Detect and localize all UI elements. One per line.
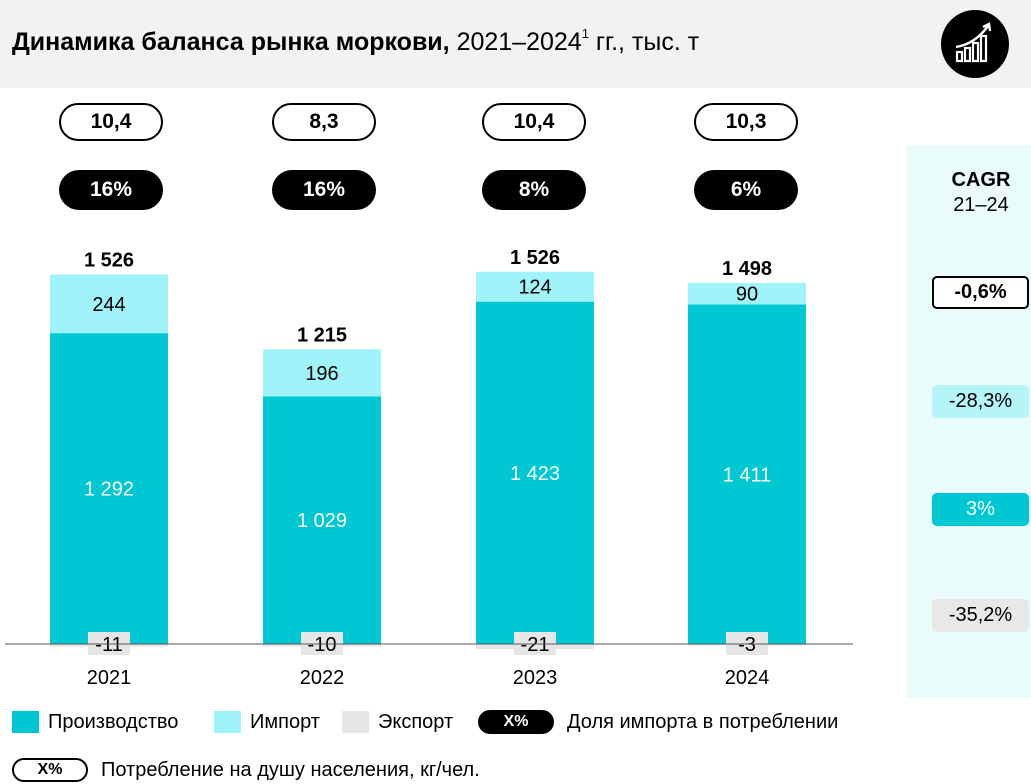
page-title: Динамика баланса рынка моркови, 2021–202… [12, 26, 700, 57]
label-total-2024: 1 498 [722, 258, 772, 280]
label-production-2021: 1 292 [84, 479, 134, 501]
title-footnote: 1 [581, 26, 589, 41]
legend-label-share: Доля импорта в потреблении [567, 711, 839, 733]
label-import-2021: 244 [92, 294, 125, 316]
title-years: 2021–2024 [449, 28, 582, 56]
label-total-2021: 1 526 [84, 249, 134, 271]
label-production-2022: 1 029 [297, 510, 347, 532]
legend-label-production: Производство [48, 711, 179, 733]
bar-import-2024 [688, 282, 806, 305]
x-tick-2023: 2023 [513, 667, 558, 689]
legend-share-pill: X% [478, 710, 554, 734]
title-bold: Динамика баланса рынка моркови, [12, 28, 450, 56]
legend-label-export: Экспорт [378, 711, 454, 733]
cagr-period: 21–24 [953, 194, 1009, 216]
legend-label-import: Импорт [250, 711, 320, 733]
import-share-pill-2023: 8% [482, 170, 586, 210]
label-import-2022: 196 [305, 363, 338, 385]
legend-swatch-production [12, 711, 39, 733]
consumption-pill-2023: 10,4 [482, 103, 586, 141]
cagr-consumption: -0,6% [932, 276, 1029, 309]
cagr-title: CAGR [951, 169, 1011, 191]
legend-swatch-import [214, 711, 241, 733]
stacked-bar-chart: 1 292 244 1 526 -11 2021 1 029 196 1 215 -10 2022… [5, 247, 853, 689]
consumption-pill-2021: 10,4 [59, 103, 163, 141]
x-tick-2024: 2024 [725, 667, 770, 689]
bar-production-2022 [263, 396, 381, 644]
import-share-pill-2022: 16% [272, 170, 376, 210]
cagr-import: -28,3% [932, 385, 1029, 418]
label-export-2023: -21 [521, 634, 550, 656]
cagr-production: 3% [932, 493, 1029, 526]
consumption-pill-2024: 10,3 [694, 103, 798, 141]
legend-cons-pill: X% [12, 758, 88, 782]
bar-import-2022 [263, 349, 381, 397]
growth-chart-icon [941, 10, 1009, 78]
x-tick-2022: 2022 [300, 667, 345, 689]
consumption-pill-2022: 8,3 [272, 103, 376, 141]
label-export-2024: -3 [738, 634, 756, 656]
label-export-2022: -10 [308, 634, 337, 656]
import-share-pill-2021: 16% [59, 170, 163, 210]
label-import-2023: 124 [518, 277, 551, 299]
cagr-heading: CAGR 21–24 [906, 168, 1031, 218]
bar-production-2024 [688, 304, 806, 644]
label-total-2023: 1 526 [510, 247, 560, 269]
legend-label-cons: Потребление на душу населения, кг/чел. [101, 759, 480, 781]
bar-production-2021 [50, 333, 168, 644]
bar-import-2021 [50, 274, 168, 334]
label-production-2023: 1 423 [510, 463, 560, 485]
title-units: гг., тыс. т [588, 28, 700, 56]
legend-swatch-export [342, 711, 369, 733]
label-total-2022: 1 215 [297, 324, 347, 346]
bar-production-2023 [476, 301, 594, 644]
label-export-2021: -11 [95, 634, 122, 656]
x-tick-2021: 2021 [87, 667, 132, 689]
cagr-export: -35,2% [932, 599, 1029, 632]
label-import-2024: 90 [736, 284, 758, 306]
label-production-2024: 1 411 [723, 464, 772, 486]
header-bar: Динамика баланса рынка моркови, 2021–202… [0, 0, 1031, 88]
bar-import-2023 [476, 271, 594, 302]
import-share-pill-2024: 6% [694, 170, 798, 210]
